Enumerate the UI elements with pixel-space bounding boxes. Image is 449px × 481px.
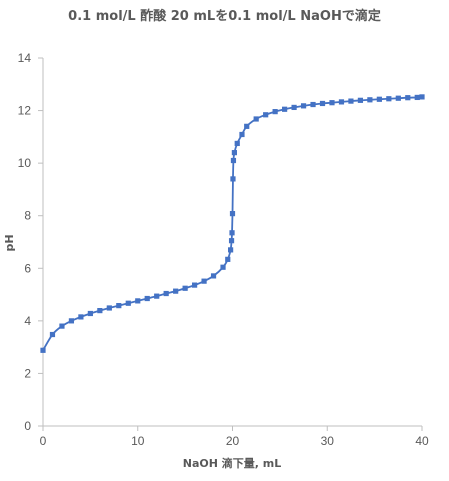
data-point-marker bbox=[201, 278, 207, 284]
data-point-marker bbox=[319, 100, 326, 107]
data-point-marker bbox=[144, 295, 150, 302]
data-point-marker bbox=[300, 103, 307, 109]
data-point-marker bbox=[367, 97, 373, 103]
y-axis-label: pH bbox=[3, 234, 16, 251]
data-point-marker bbox=[68, 318, 75, 324]
data-point-marker bbox=[220, 264, 226, 270]
y-tick-label: 0 bbox=[24, 419, 31, 433]
x-tick-label: 20 bbox=[226, 434, 240, 448]
y-tick-label: 12 bbox=[18, 104, 32, 118]
chart-title: 0.1 mol/L 酢酸 20 mLを0.1 mol/L NaOHで滴定 bbox=[68, 8, 381, 24]
data-point-marker bbox=[87, 310, 93, 317]
data-point-marker bbox=[173, 288, 179, 294]
data-point-marker bbox=[106, 305, 112, 311]
y-tick-label: 14 bbox=[18, 51, 32, 65]
data-point-marker bbox=[49, 331, 56, 338]
data-point-marker bbox=[419, 94, 425, 100]
data-point-marker bbox=[125, 300, 131, 306]
data-point-marker bbox=[78, 314, 84, 320]
x-axis-ticks: 0 10 20 30 40 bbox=[40, 426, 429, 448]
data-point-marker bbox=[230, 157, 237, 164]
data-point-marker bbox=[228, 238, 235, 244]
data-point-marker bbox=[244, 123, 250, 129]
y-axis-ticks: 0 2 4 6 8 10 12 14 bbox=[18, 51, 43, 433]
data-point-marker bbox=[263, 112, 269, 118]
data-point-marker bbox=[395, 95, 401, 101]
data-point-marker bbox=[282, 106, 288, 112]
data-point-marker bbox=[376, 96, 382, 102]
y-tick-label: 10 bbox=[18, 156, 32, 170]
data-point-marker bbox=[135, 298, 141, 304]
data-point-marker bbox=[59, 323, 65, 329]
x-axis-label: NaOH 滴下量, mL bbox=[183, 456, 282, 470]
x-tick-label: 40 bbox=[415, 434, 429, 448]
data-point-marker bbox=[231, 150, 237, 156]
series-layer bbox=[40, 94, 425, 353]
data-point-marker bbox=[253, 116, 259, 122]
data-point-marker bbox=[225, 256, 231, 262]
data-point-marker bbox=[405, 95, 411, 101]
data-point-marker bbox=[163, 290, 169, 297]
y-tick-label: 8 bbox=[24, 209, 31, 223]
y-tick-label: 4 bbox=[24, 314, 31, 328]
x-tick-label: 30 bbox=[321, 434, 335, 448]
data-point-marker bbox=[154, 293, 160, 299]
y-tick-label: 6 bbox=[24, 261, 31, 275]
data-point-marker bbox=[357, 97, 364, 103]
data-point-marker bbox=[239, 131, 245, 138]
data-point-marker bbox=[291, 104, 297, 111]
data-point-marker bbox=[210, 273, 217, 279]
data-point-marker bbox=[228, 247, 234, 253]
data-point-marker bbox=[329, 100, 335, 106]
data-point-marker bbox=[272, 109, 278, 115]
data-point-marker bbox=[116, 303, 122, 309]
x-tick-label: 10 bbox=[131, 434, 145, 448]
data-point-marker bbox=[310, 101, 316, 108]
data-point-marker bbox=[338, 99, 345, 105]
data-point-marker bbox=[386, 96, 392, 102]
data-point-marker bbox=[192, 282, 198, 288]
data-point-marker bbox=[182, 285, 188, 291]
y-tick-label: 2 bbox=[24, 366, 31, 380]
data-point-marker bbox=[234, 140, 240, 147]
data-point-marker bbox=[229, 211, 236, 217]
data-point-marker bbox=[229, 230, 235, 236]
data-point-marker bbox=[348, 98, 354, 104]
data-point-marker bbox=[230, 176, 236, 182]
x-tick-label: 0 bbox=[40, 434, 47, 448]
data-point-marker bbox=[97, 308, 103, 314]
data-point-marker bbox=[414, 94, 420, 101]
data-point-marker bbox=[40, 347, 46, 353]
